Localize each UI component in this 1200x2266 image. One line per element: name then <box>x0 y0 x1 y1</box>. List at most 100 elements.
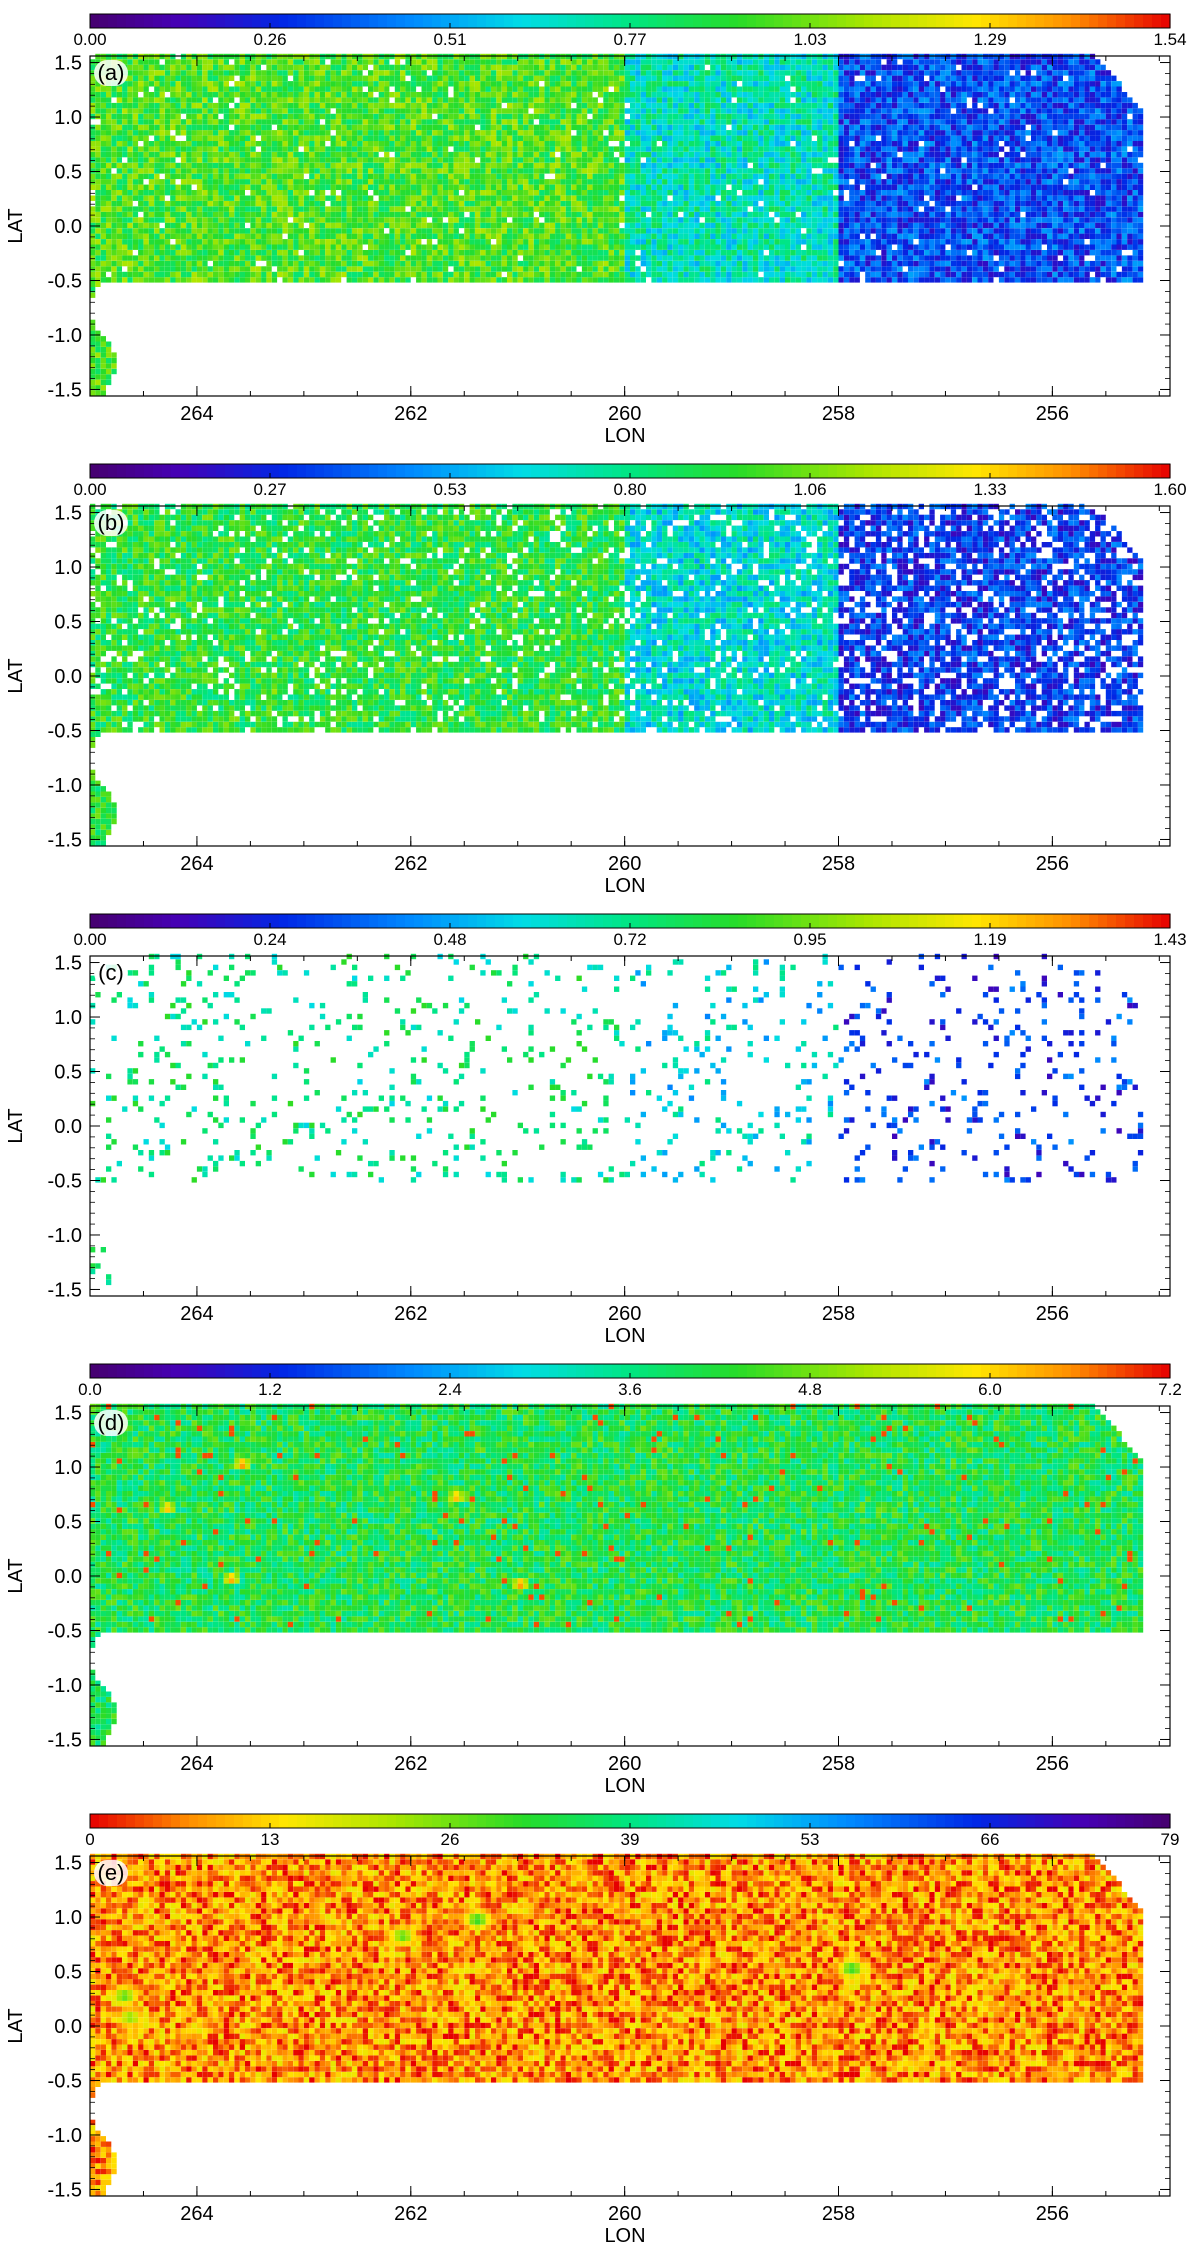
heatmap-cell <box>539 261 544 266</box>
heatmap-cell <box>684 157 689 162</box>
heatmap-cell <box>662 92 667 97</box>
heatmap-cell <box>694 97 699 102</box>
colorbar-segment <box>801 14 811 28</box>
heatmap-cell <box>448 70 453 75</box>
heatmap-cell <box>331 146 336 151</box>
heatmap-cell <box>288 239 293 244</box>
colorbar-segment <box>684 14 694 28</box>
heatmap-cell <box>625 125 630 130</box>
heatmap-cell <box>331 266 336 271</box>
heatmap-cell <box>491 228 496 233</box>
heatmap-cell <box>454 168 459 173</box>
heatmap-cell <box>641 168 646 173</box>
heatmap-cell <box>357 255 362 260</box>
heatmap-cell <box>491 65 496 70</box>
heatmap-cell <box>550 59 555 64</box>
heatmap-cell <box>518 196 523 201</box>
heatmap-cell <box>470 125 475 130</box>
heatmap-cell <box>213 59 218 64</box>
heatmap-cell <box>523 190 528 195</box>
heatmap-cell <box>598 92 603 97</box>
heatmap-cell <box>379 114 384 119</box>
heatmap-cell <box>357 163 362 168</box>
heatmap-cell <box>368 157 373 162</box>
heatmap-cell <box>160 217 165 222</box>
heatmap-cell <box>208 108 213 113</box>
heatmap-cell <box>673 70 678 75</box>
colorbar-segment <box>90 14 100 28</box>
heatmap-cell <box>202 201 207 206</box>
heatmap-cell <box>90 114 95 119</box>
heatmap-cell <box>539 245 544 250</box>
heatmap-cell <box>523 157 528 162</box>
heatmap-cell <box>577 196 582 201</box>
heatmap-cell <box>641 119 646 124</box>
heatmap-cell <box>667 97 672 102</box>
heatmap-cell <box>630 228 635 233</box>
heatmap-cell <box>352 152 357 157</box>
heatmap-cell <box>202 277 207 282</box>
heatmap-cell <box>480 87 485 92</box>
heatmap-cell <box>667 119 672 124</box>
heatmap-cell <box>213 261 218 266</box>
colorbar-tick-label: 1.54 <box>1153 30 1186 49</box>
heatmap-cell <box>144 119 149 124</box>
heatmap-cell <box>368 245 373 250</box>
heatmap-cell <box>202 196 207 201</box>
heatmap-cell <box>528 185 533 190</box>
heatmap-cell <box>405 108 410 113</box>
heatmap-cell <box>325 223 330 228</box>
heatmap-cell <box>689 152 694 157</box>
heatmap-cell <box>347 119 352 124</box>
heatmap-cell <box>363 196 368 201</box>
heatmap-cell <box>416 146 421 151</box>
heatmap-cell <box>582 119 587 124</box>
heatmap-cell <box>454 125 459 130</box>
heatmap-cell <box>694 174 699 179</box>
heatmap-cell <box>577 234 582 239</box>
heatmap-cell <box>133 136 138 141</box>
heatmap-cell <box>614 206 619 211</box>
heatmap-cell <box>443 152 448 157</box>
heatmap-cell <box>416 261 421 266</box>
heatmap-cell <box>486 119 491 124</box>
heatmap-cell <box>662 168 667 173</box>
heatmap-cell <box>234 136 239 141</box>
heatmap-cell <box>176 196 181 201</box>
heatmap-cell <box>347 228 352 233</box>
heatmap-cell <box>256 250 261 255</box>
heatmap-cell <box>475 174 480 179</box>
heatmap-cell <box>603 103 608 108</box>
heatmap-cell <box>464 141 469 146</box>
heatmap-cell <box>352 185 357 190</box>
colorbar-segment <box>585 14 595 28</box>
heatmap-cell <box>657 266 662 271</box>
heatmap-cell <box>427 152 432 157</box>
heatmap-cell <box>539 179 544 184</box>
heatmap-cell <box>395 212 400 217</box>
heatmap-cell <box>470 65 475 70</box>
heatmap-cell <box>411 125 416 130</box>
heatmap-cell <box>700 103 705 108</box>
heatmap-cell <box>454 70 459 75</box>
heatmap-cell <box>400 103 405 108</box>
heatmap-cell <box>341 239 346 244</box>
heatmap-cell <box>411 206 416 211</box>
heatmap-cell <box>309 245 314 250</box>
heatmap-cell <box>641 255 646 260</box>
heatmap-cell <box>486 245 491 250</box>
heatmap-cell <box>373 103 378 108</box>
heatmap-cell <box>213 217 218 222</box>
heatmap-cell <box>379 277 384 282</box>
heatmap-cell <box>224 239 229 244</box>
heatmap-cell <box>571 157 576 162</box>
heatmap-cell <box>122 125 127 130</box>
heatmap-cell <box>250 234 255 239</box>
heatmap-cell <box>550 201 555 206</box>
colorbar-segment <box>774 14 784 28</box>
heatmap-cell <box>491 185 496 190</box>
heatmap-cell <box>694 223 699 228</box>
heatmap-cell <box>395 114 400 119</box>
heatmap-cell <box>293 277 298 282</box>
heatmap-cell <box>400 266 405 271</box>
